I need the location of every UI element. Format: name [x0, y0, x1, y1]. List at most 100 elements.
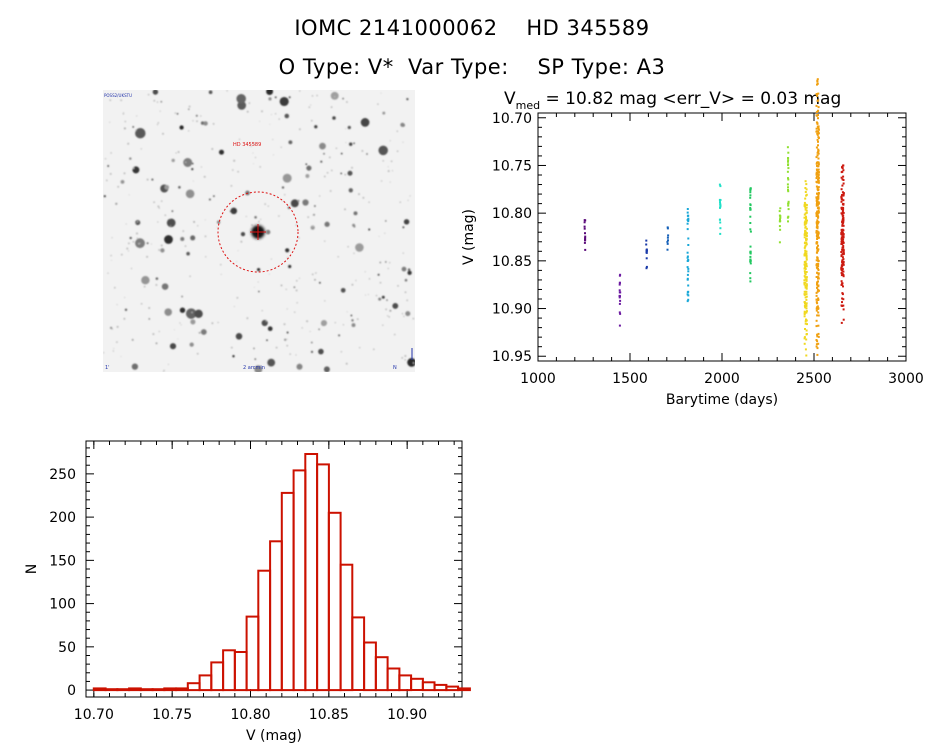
data-point — [749, 208, 752, 211]
data-point — [787, 208, 790, 211]
data-point — [618, 289, 621, 292]
data-point — [842, 245, 845, 247]
star — [366, 153, 368, 155]
data-point — [841, 198, 844, 201]
faint-star — [333, 95, 336, 98]
histogram-bar — [445, 685, 460, 692]
data-point — [804, 225, 807, 228]
data-point — [816, 335, 819, 338]
faint-star — [126, 247, 129, 250]
data-point — [815, 222, 818, 225]
data-point — [841, 191, 844, 194]
data-point — [817, 259, 819, 262]
data-point — [803, 213, 806, 216]
data-point — [816, 164, 819, 167]
histogram-bar — [327, 511, 342, 692]
faint-star — [192, 120, 194, 122]
faint-star — [112, 350, 115, 352]
data-point — [749, 250, 752, 253]
data-point — [841, 220, 844, 223]
data-point — [842, 252, 845, 255]
data-point — [841, 253, 844, 256]
star — [314, 125, 318, 129]
star — [187, 108, 190, 111]
faint-star — [260, 218, 262, 220]
data-point — [817, 171, 820, 173]
data-point — [816, 212, 819, 214]
faint-star — [156, 101, 159, 103]
data-point — [815, 199, 818, 202]
data-point — [805, 319, 808, 322]
faint-star — [110, 152, 112, 154]
data-point — [816, 290, 819, 293]
faint-star — [390, 160, 393, 163]
star — [179, 125, 184, 130]
star — [280, 284, 283, 287]
faint-star — [203, 175, 206, 178]
data-point — [804, 229, 807, 232]
data-point — [816, 230, 819, 233]
data-point — [686, 218, 689, 221]
data-point — [718, 218, 721, 221]
data-point — [817, 307, 820, 310]
data-point — [803, 254, 806, 257]
data-point — [815, 127, 818, 130]
star — [208, 198, 211, 201]
faint-star — [191, 311, 193, 314]
star — [279, 96, 289, 107]
faint-star — [152, 333, 155, 336]
faint-star — [140, 303, 143, 305]
data-point — [817, 165, 820, 168]
data-point — [840, 231, 843, 234]
x-tick-label: 1000 — [520, 371, 556, 387]
star — [340, 287, 346, 293]
data-point — [749, 208, 752, 211]
data-point — [841, 256, 844, 259]
data-point — [816, 233, 819, 236]
data-point — [803, 313, 806, 316]
faint-star — [230, 346, 233, 349]
data-point — [817, 173, 820, 176]
data-point — [842, 241, 845, 244]
data-point — [816, 132, 819, 135]
data-point — [804, 220, 807, 223]
data-point — [687, 267, 690, 270]
data-point — [816, 214, 819, 217]
faint-star — [404, 355, 407, 357]
data-point — [804, 222, 807, 225]
data-point — [841, 167, 844, 170]
data-point — [805, 211, 808, 214]
data-point — [779, 216, 782, 219]
data-point — [805, 206, 808, 209]
histogram-bar — [410, 677, 424, 691]
data-point — [778, 220, 781, 223]
star — [198, 331, 201, 334]
data-point — [804, 306, 807, 309]
data-point — [803, 293, 806, 296]
data-point — [841, 274, 844, 276]
data-point — [841, 265, 844, 268]
star — [314, 205, 316, 207]
faint-star — [364, 271, 366, 273]
star — [340, 152, 343, 155]
data-point — [817, 259, 820, 262]
data-point — [749, 188, 752, 191]
data-point — [817, 92, 820, 95]
data-point — [779, 207, 782, 210]
data-point — [840, 200, 843, 203]
data-point — [778, 210, 781, 213]
star — [141, 276, 150, 285]
faint-star — [396, 130, 399, 132]
data-point — [815, 213, 818, 216]
data-point — [619, 273, 622, 276]
data-point — [816, 221, 819, 224]
data-point — [842, 224, 845, 227]
data-point — [840, 269, 843, 271]
data-point — [618, 324, 621, 327]
target-circle — [217, 191, 299, 273]
data-point — [815, 251, 818, 254]
data-point — [618, 295, 621, 298]
star — [378, 145, 388, 156]
faint-star — [205, 256, 207, 258]
faint-star — [387, 166, 389, 168]
